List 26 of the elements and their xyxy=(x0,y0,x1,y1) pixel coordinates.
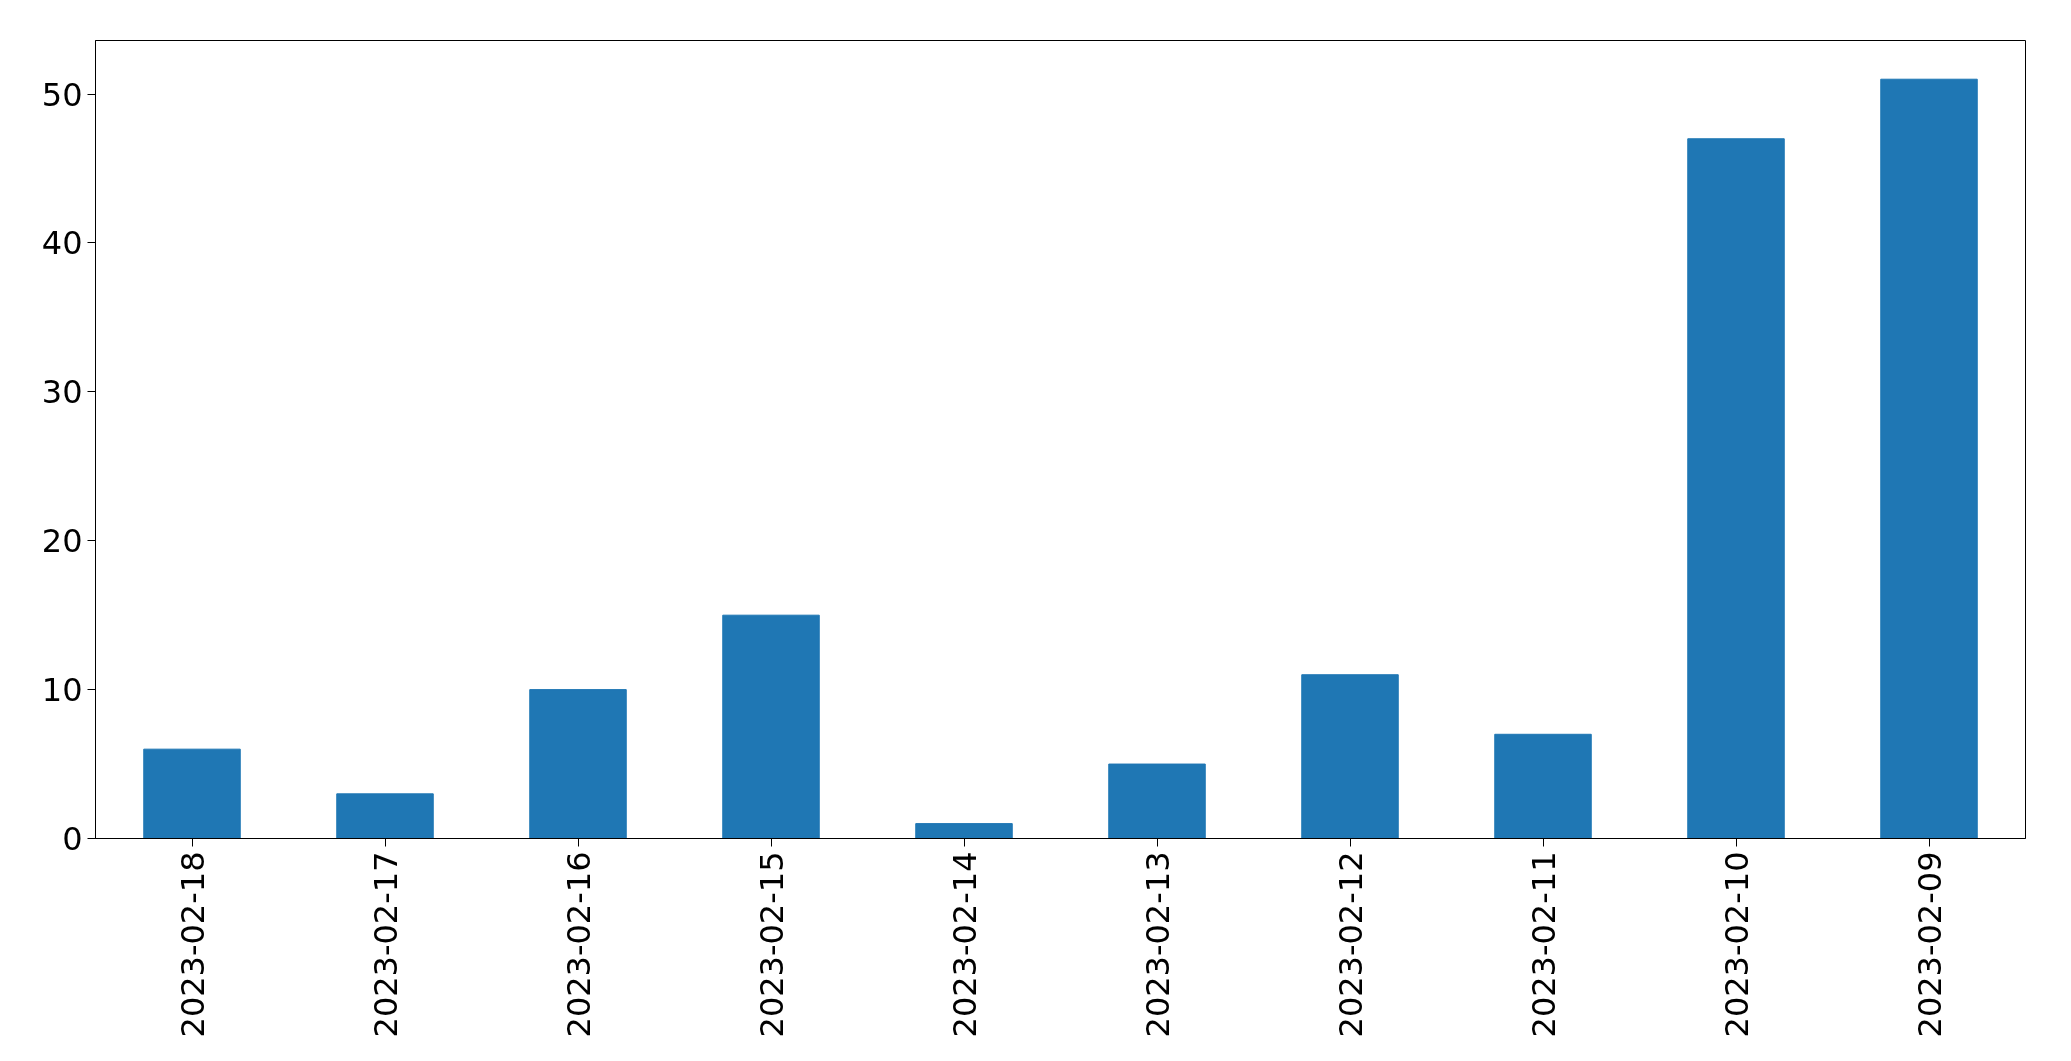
y-tick-label: 0 xyxy=(62,820,83,858)
bar xyxy=(1301,674,1399,839)
y-tick-label: 50 xyxy=(41,75,83,114)
x-tick-label: 2023-02-18 xyxy=(173,851,212,1038)
bar xyxy=(1880,78,1978,839)
x-tick-label: 2023-02-16 xyxy=(559,851,598,1038)
y-tick-label: 30 xyxy=(41,373,83,412)
x-tick-label: 2023-02-14 xyxy=(945,851,984,1038)
bar xyxy=(1494,733,1592,839)
x-tick-label: 2023-02-09 xyxy=(1910,851,1949,1038)
bar xyxy=(915,823,1013,839)
bar xyxy=(336,793,434,839)
bar xyxy=(1687,138,1785,839)
x-tick-label: 2023-02-11 xyxy=(1524,851,1563,1038)
x-tick-label: 2023-02-12 xyxy=(1331,851,1370,1038)
x-tick-label: 2023-02-13 xyxy=(1138,851,1177,1038)
bar xyxy=(722,614,820,839)
y-tick-label: 40 xyxy=(41,224,83,263)
x-tick-label: 2023-02-17 xyxy=(366,851,405,1038)
x-tick-label: 2023-02-10 xyxy=(1717,851,1756,1038)
x-tick-label: 2023-02-15 xyxy=(752,851,791,1038)
bar xyxy=(143,748,241,839)
bar xyxy=(1108,763,1206,839)
bar xyxy=(529,689,627,839)
y-tick-label: 20 xyxy=(41,522,83,561)
y-tick-label: 10 xyxy=(41,671,83,710)
